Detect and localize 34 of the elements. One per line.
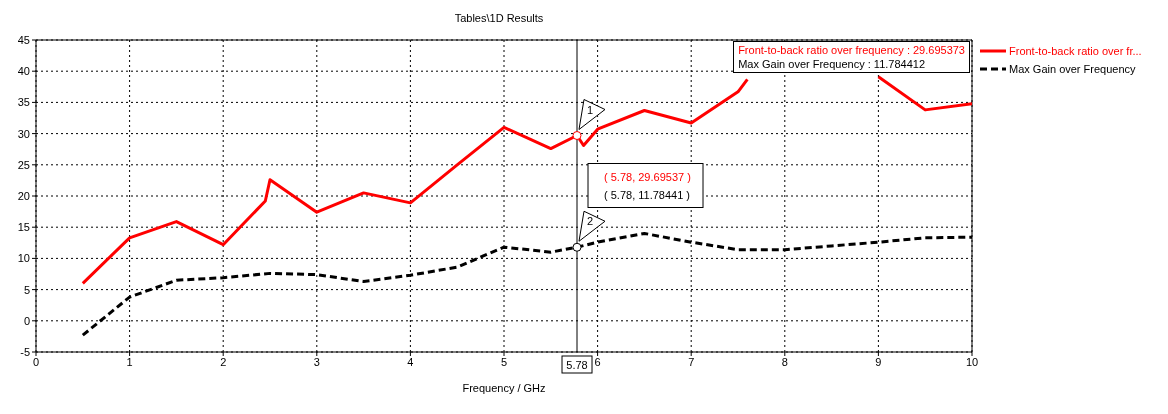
- x-tick-label: 7: [688, 355, 695, 368]
- chart-title: Tables\1D Results: [453, 12, 545, 24]
- x-tick-label: 8: [781, 355, 788, 368]
- x-tick-label: 3: [313, 355, 320, 368]
- annotation: Max Gain over Frequency : 11.784412: [738, 57, 927, 71]
- y-tick-label: 5: [23, 283, 30, 296]
- x-axis-title: Frequency / GHz: [462, 382, 546, 394]
- legend-label: Max Gain over Frequency: [1008, 62, 1137, 77]
- annotation: ( 5.78, 11.78441 ): [604, 188, 691, 201]
- y-tick-label: 20: [17, 189, 30, 202]
- x-tick-label: 6: [594, 355, 601, 368]
- annotation: ( 5.78, 29.69537 ): [604, 170, 691, 183]
- y-tick-label: 0: [23, 314, 30, 327]
- y-tick-label: 15: [17, 221, 30, 234]
- y-tick-label: 25: [17, 158, 30, 171]
- y-tick-label: 40: [17, 65, 30, 78]
- x-tick-label: 10: [965, 355, 979, 368]
- y-tick-label: 45: [17, 33, 30, 46]
- x-tick-label: 5: [500, 355, 508, 368]
- annotation: Front-to-back ratio over frequency : 29.695373: [738, 43, 965, 57]
- x-tick-label: 1: [126, 355, 133, 368]
- annotation: 2: [586, 215, 594, 228]
- y-tick-label: 10: [17, 252, 30, 265]
- info-box: Front-to-back ratio over frequency : 29.695373 Max Gain over Frequency : 11.784412: [733, 41, 970, 73]
- ref-line-label: 5.78: [566, 359, 588, 371]
- annotation: 1: [586, 103, 594, 116]
- x-tick-label: 4: [407, 355, 414, 368]
- x-tick-label: 0: [32, 355, 40, 368]
- legend-label: Front-to-back ratio over fr...: [1008, 44, 1143, 59]
- x-tick-label: 9: [875, 355, 882, 368]
- x-tick-label: 2: [220, 355, 227, 368]
- y-tick-label: 35: [17, 96, 30, 109]
- y-tick-label: -5: [20, 345, 30, 358]
- y-tick-label: 30: [17, 127, 30, 140]
